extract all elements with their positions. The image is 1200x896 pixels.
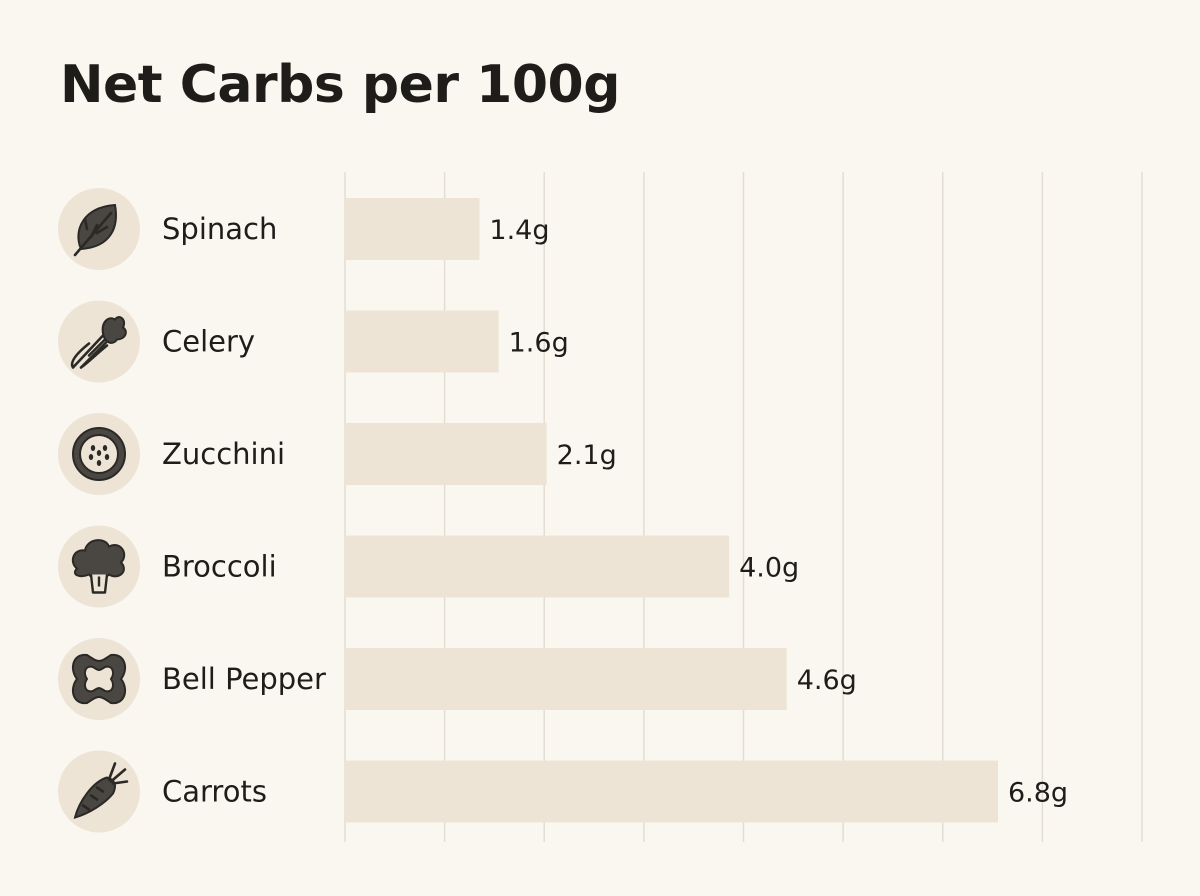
bar bbox=[345, 648, 787, 710]
chart-row: Broccoli 4.0g bbox=[58, 525, 799, 608]
carrot-icon bbox=[58, 750, 140, 833]
bar-rows: Spinach 1.4g Celery 1.6g Zucchini 2.1g Broccol… bbox=[58, 188, 1068, 833]
bar bbox=[345, 535, 730, 598]
bell-pepper-icon bbox=[58, 638, 140, 720]
chart-row: Celery 1.6g bbox=[58, 300, 569, 383]
value-label: 4.6g bbox=[797, 665, 857, 696]
value-label: 6.8g bbox=[1008, 778, 1068, 809]
category-label: Bell Pepper bbox=[162, 662, 326, 696]
celery-icon bbox=[58, 300, 140, 383]
bar bbox=[345, 760, 998, 823]
category-label: Carrots bbox=[162, 775, 267, 809]
chart-row: Zucchini 2.1g bbox=[58, 413, 617, 495]
chart-title: Net Carbs per 100g bbox=[60, 55, 620, 115]
bar bbox=[345, 310, 499, 373]
chart-row: Carrots 6.8g bbox=[58, 750, 1068, 833]
chart-row: Bell Pepper 4.6g bbox=[58, 638, 857, 720]
grid-lines bbox=[344, 172, 1143, 842]
zucchini-slice-icon bbox=[58, 413, 140, 495]
category-label: Celery bbox=[162, 325, 255, 359]
category-label: Broccoli bbox=[162, 550, 277, 584]
chart-row: Spinach 1.4g bbox=[58, 188, 550, 270]
bar bbox=[345, 423, 547, 485]
broccoli-icon bbox=[58, 525, 140, 608]
value-label: 1.6g bbox=[509, 328, 569, 359]
spinach-leaf-icon bbox=[58, 188, 140, 270]
value-label: 1.4g bbox=[489, 215, 549, 246]
bar bbox=[345, 198, 480, 260]
value-label: 4.0g bbox=[739, 553, 799, 584]
category-label: Zucchini bbox=[162, 437, 285, 471]
value-label: 2.1g bbox=[557, 440, 617, 471]
category-label: Spinach bbox=[162, 212, 277, 246]
